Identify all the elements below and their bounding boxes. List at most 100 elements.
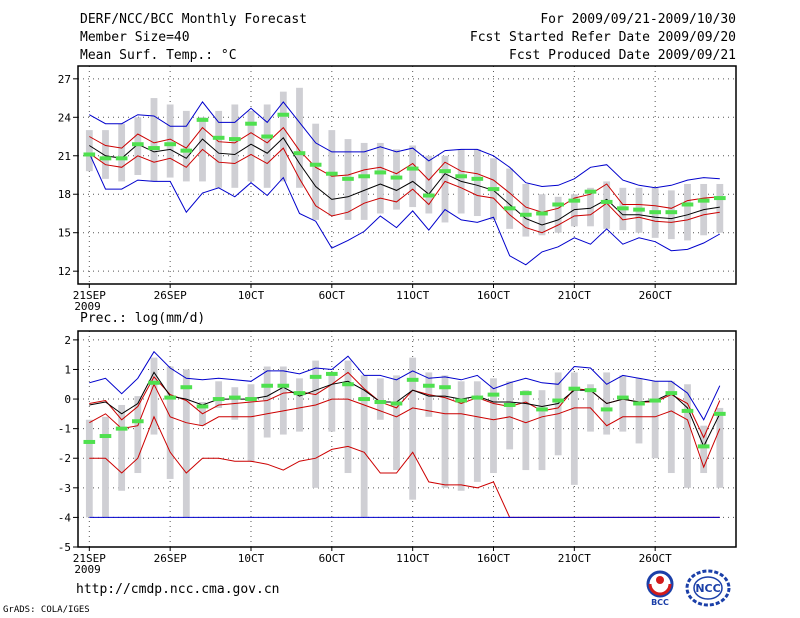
precipitation-median-marker xyxy=(131,419,144,424)
temperature-median-marker xyxy=(455,174,467,179)
precipitation-median-marker xyxy=(115,426,128,431)
bcc-logo-text: BCC xyxy=(651,598,669,607)
temperature-median-marker xyxy=(374,170,387,175)
precipitation-box xyxy=(102,416,109,518)
temperature-median-marker xyxy=(115,156,128,161)
temperature-median-marker xyxy=(358,174,370,179)
precipitation-xtick-label: 6OCT xyxy=(319,552,346,565)
temperature-box xyxy=(360,142,368,220)
precipitation-median-marker xyxy=(681,408,694,413)
temperature-xtick-label: 16OCT xyxy=(477,289,510,302)
temperature-median-marker xyxy=(342,176,354,181)
temperature-xtick-label: 6OCT xyxy=(319,289,346,302)
source-url[interactable]: http://cmdp.ncc.cma.gov.cn xyxy=(76,582,280,597)
precipitation-median-marker xyxy=(374,400,387,405)
temperature-box xyxy=(231,104,239,188)
temperature-box xyxy=(279,91,287,182)
precipitation-mean-line xyxy=(89,371,721,448)
temperature-median-marker xyxy=(131,142,144,147)
precipitation-box xyxy=(522,390,530,471)
precipitation-median-marker xyxy=(536,407,548,412)
precipitation-median-marker xyxy=(293,391,306,396)
forecast-produced-date: Fcst Produced Date 2009/09/21 xyxy=(509,48,736,63)
precipitation-median-marker xyxy=(649,398,661,403)
temperature-median-marker xyxy=(390,175,403,180)
precipitation-median-marker xyxy=(83,439,96,444)
precipitation-box xyxy=(457,381,465,491)
precipitation-xtick-label: 21SEP xyxy=(73,552,106,565)
precipitation-box xyxy=(85,419,93,518)
precipitation-median-marker xyxy=(342,382,354,387)
temperature-box xyxy=(312,123,320,220)
precipitation-xtick-label: 26OCT xyxy=(639,552,672,565)
temperature-median-marker xyxy=(99,156,112,161)
temperature-median-marker xyxy=(600,199,613,204)
precipitation-box xyxy=(166,366,174,479)
precipitation-median-marker xyxy=(568,386,581,391)
precipitation-box xyxy=(247,384,255,462)
precipitation-box xyxy=(473,381,481,482)
precipitation-median-marker xyxy=(503,402,516,407)
precipitation-ytick-label: 2 xyxy=(64,334,71,347)
precipitation-box xyxy=(700,425,708,474)
precipitation-median-marker xyxy=(164,395,176,400)
temperature-median-marker xyxy=(309,162,322,167)
temperature-box xyxy=(376,142,384,214)
temperature-median-marker xyxy=(229,137,241,142)
temperature-ytick-label: 15 xyxy=(58,227,71,240)
precipitation-box xyxy=(393,375,400,471)
temperature-xtick-label: 10CT xyxy=(238,289,265,302)
precipitation-box xyxy=(263,366,271,438)
temperature-box xyxy=(263,104,271,188)
temperature-box xyxy=(570,194,578,227)
temperature-mean-line xyxy=(89,137,720,226)
precipitation-median-marker xyxy=(180,385,193,390)
precipitation-box xyxy=(667,381,675,474)
precipitation-frame xyxy=(77,330,737,548)
temperature-box xyxy=(425,155,433,214)
precipitation-ytick-label: -5 xyxy=(58,541,71,554)
precipitation-upper-line xyxy=(89,350,721,421)
precipitation-median-marker xyxy=(245,397,257,402)
precipitation-median-marker xyxy=(261,383,273,388)
temperature-lower-line xyxy=(88,152,721,266)
temperature-box xyxy=(506,168,514,229)
member-size: Member Size=40 xyxy=(80,30,190,45)
precipitation-box xyxy=(118,404,126,491)
temperature-median-marker xyxy=(261,134,273,139)
precipitation-median-marker xyxy=(390,401,403,406)
precipitation-median-marker xyxy=(326,371,338,376)
precipitation-box xyxy=(215,381,223,408)
precipitation-box xyxy=(409,357,417,500)
temperature-median-marker xyxy=(406,166,419,171)
temperature-box xyxy=(409,145,417,208)
precipitation-box xyxy=(328,372,336,432)
precipitation-box xyxy=(312,360,320,488)
precipitation-median-marker xyxy=(423,383,435,388)
temperature-xtick-label: 11OCT xyxy=(396,289,429,302)
temperature-ytick-label: 18 xyxy=(58,188,71,201)
temperature-box xyxy=(166,104,174,178)
temperature-year-label: 2009 xyxy=(74,300,101,313)
precipitation-box xyxy=(376,378,384,420)
precipitation-year-label: 2009 xyxy=(74,563,101,576)
grads-credit: GrADS: COLA/IGES xyxy=(3,605,90,615)
temperature-box xyxy=(684,183,691,241)
temperature-median-marker xyxy=(83,152,96,157)
precipitation-box xyxy=(134,396,142,474)
precipitation-median-marker xyxy=(229,395,241,400)
precipitation-ytick-label: 1 xyxy=(64,363,71,376)
precip-label: Prec.: log(mm/d) xyxy=(80,311,206,326)
forecast-period: For 2009/09/21-2009/10/30 xyxy=(540,12,736,27)
precipitation-box xyxy=(635,378,643,444)
temperature-median-marker xyxy=(164,142,176,147)
temperature-box xyxy=(118,123,126,182)
precipitation-ytick-label: 0 xyxy=(64,393,71,406)
precipitation-median-marker xyxy=(358,397,370,402)
temperature-box xyxy=(603,181,611,229)
precipitation-xtick-label: 26SEP xyxy=(154,552,187,565)
temperature-box xyxy=(85,130,93,172)
temperature-frame xyxy=(77,65,737,285)
precipitation-median-marker xyxy=(552,398,564,403)
precipitation-box xyxy=(279,366,287,435)
